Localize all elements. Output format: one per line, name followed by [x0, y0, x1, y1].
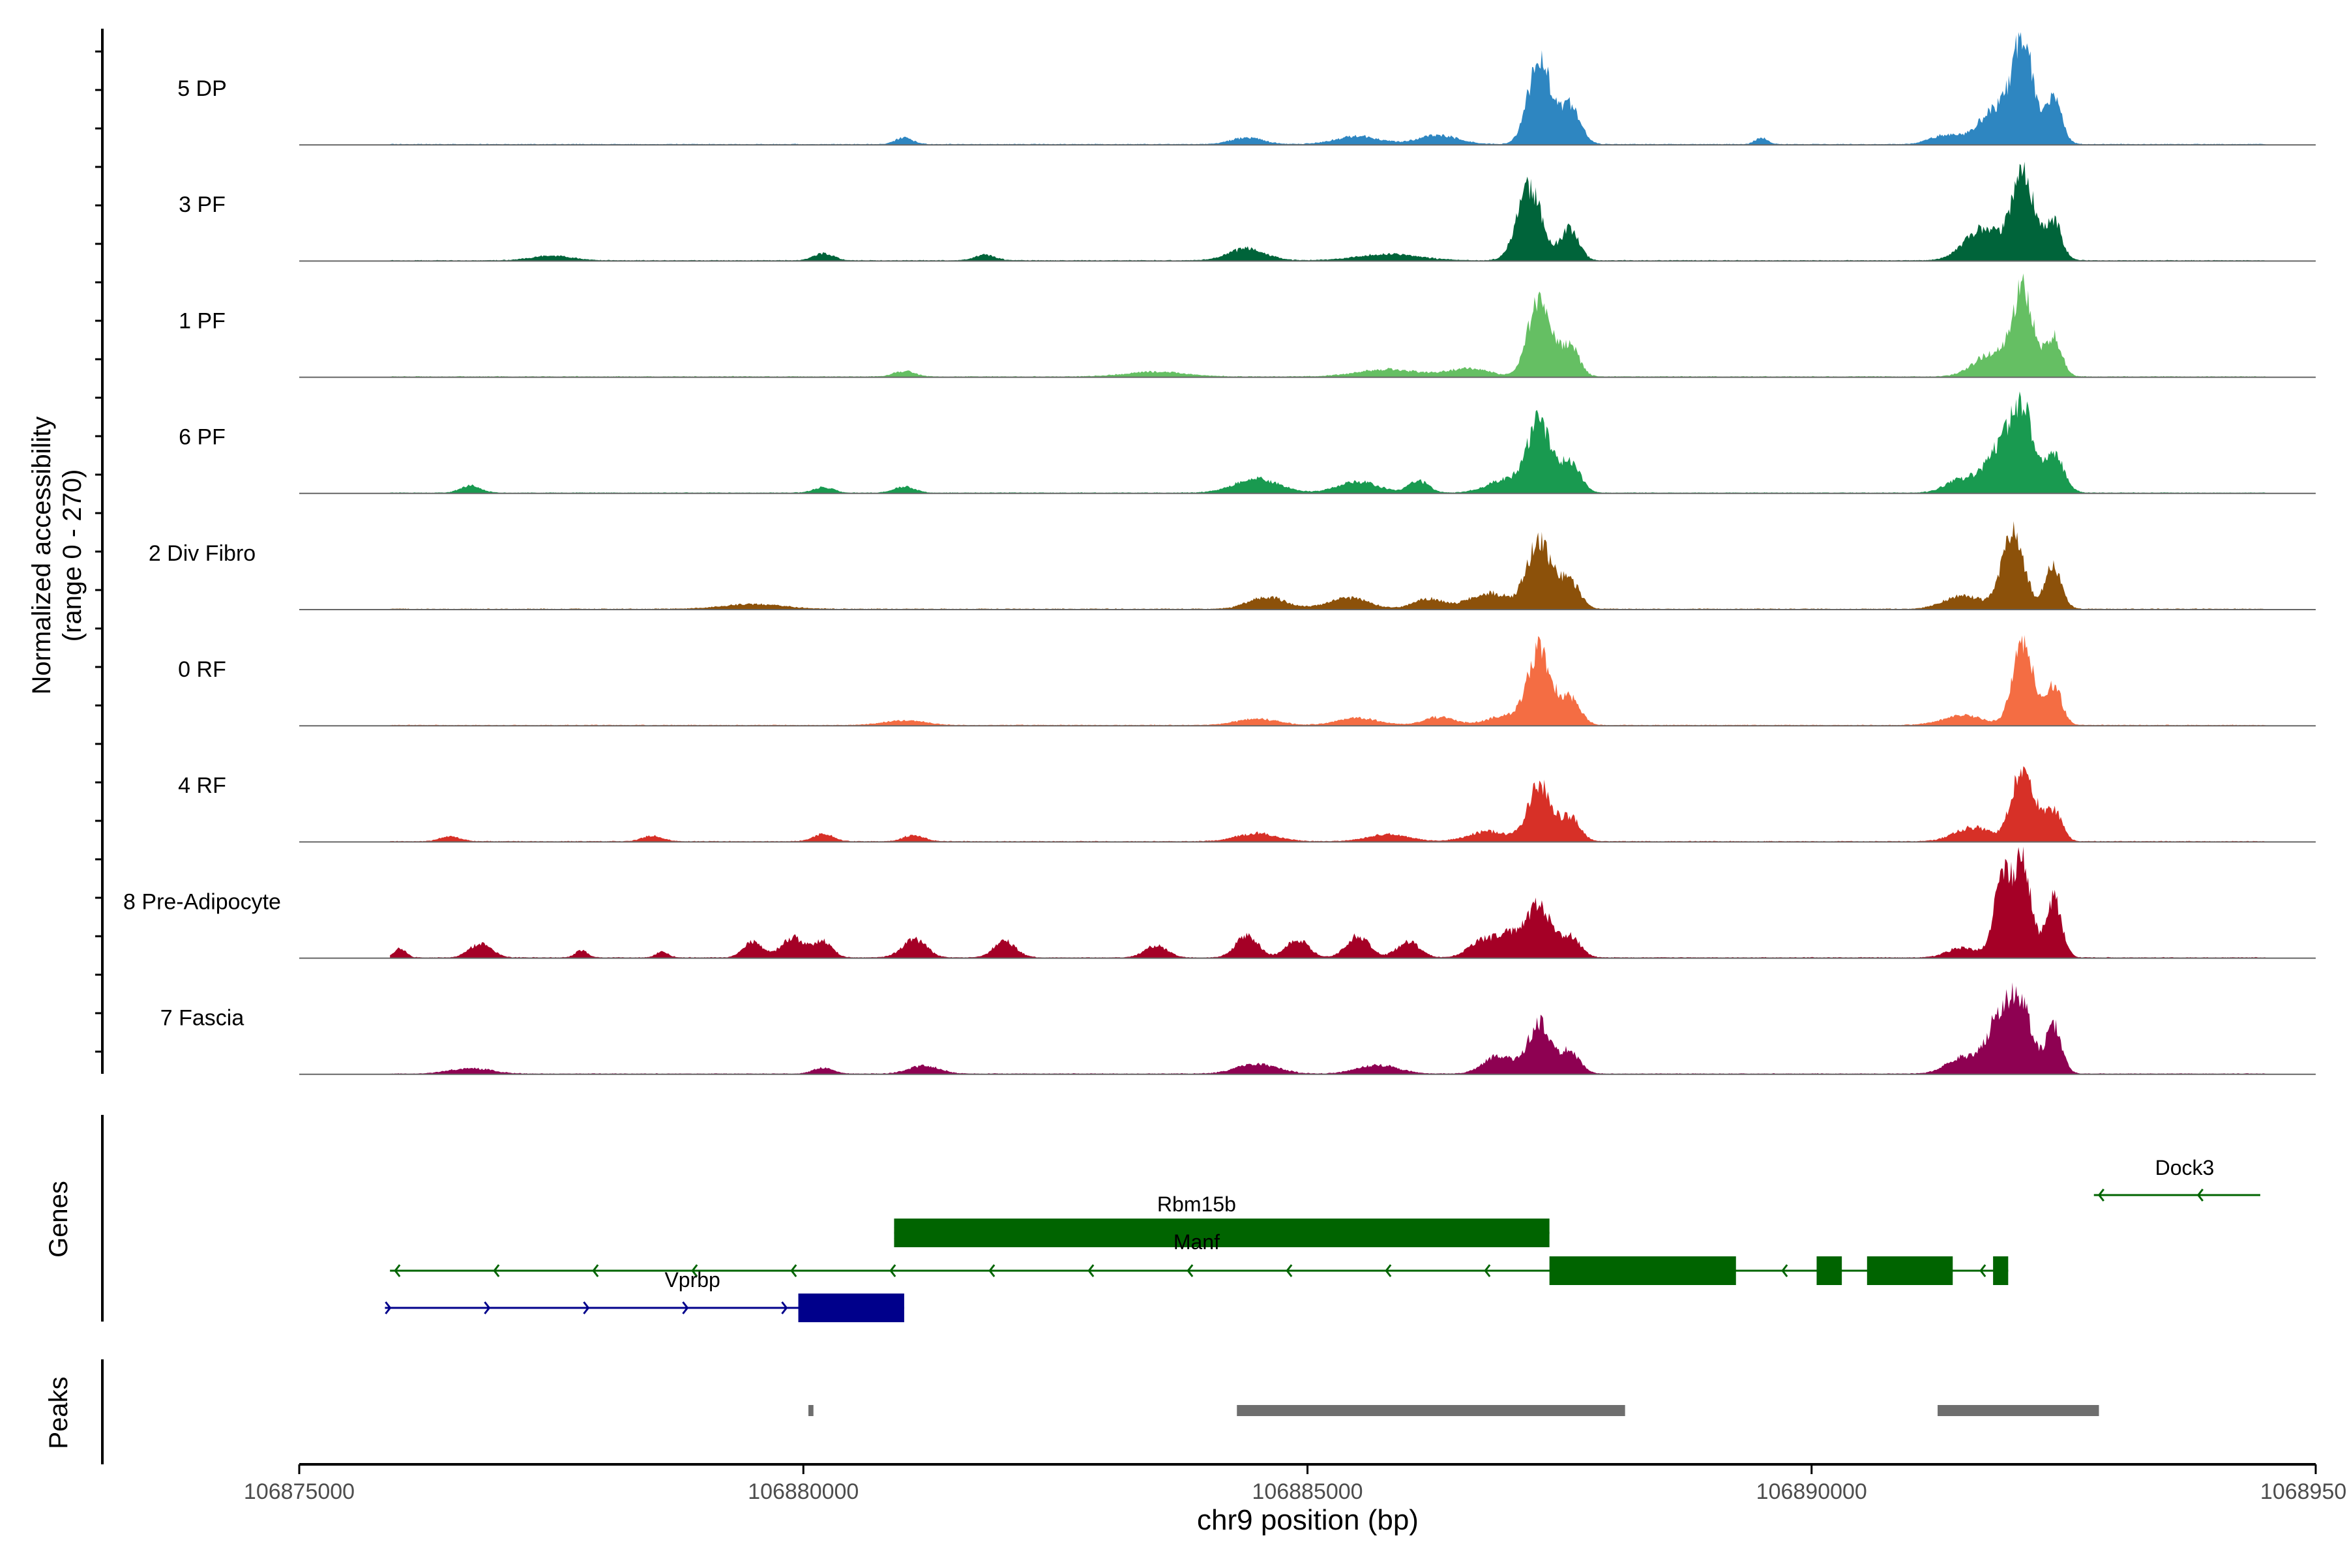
strand-arrow [394, 1264, 401, 1277]
strand-arrow [790, 1264, 797, 1277]
track-4-rf: 4 RF [178, 766, 2316, 843]
strand-arrow [889, 1264, 896, 1277]
peak-region [1938, 1405, 2099, 1416]
strand-arrow [493, 1264, 500, 1277]
x-axis-ticks: 106875000 106880000 106885000 106890000 1068… [244, 1464, 2347, 1504]
peaks-panel-label: Peaks [44, 1376, 73, 1449]
strand-arrow [385, 1301, 392, 1314]
gene-track: Dock3 Rbm15b Manf Vprbp [385, 1156, 2260, 1322]
strand-arrow [691, 1264, 698, 1277]
y-axis-ticks [95, 50, 102, 1053]
gene-label: Manf [1174, 1230, 1220, 1254]
track-label: 1 PF [179, 308, 226, 333]
gene-label: Dock3 [2155, 1156, 2215, 1179]
track-8-pre-adipocyte: 8 Pre-Adipocyte [123, 846, 2316, 959]
track-2-div-fibro: 2 Div Fibro [149, 521, 2316, 610]
gene-exon [1867, 1256, 1953, 1285]
x-tick-label: 106880000 [748, 1479, 859, 1504]
strand-arrow [2196, 1189, 2204, 1202]
strand-arrow [583, 1301, 590, 1314]
track-1-pf: 1 PF [179, 273, 2316, 378]
track-7-fascia: 7 Fascia [160, 982, 2316, 1075]
track-label: 7 Fascia [160, 1006, 244, 1031]
x-tick-label: 106885000 [1252, 1479, 1363, 1504]
gene-label: Rbm15b [1157, 1192, 1236, 1216]
track-label: 3 PF [179, 192, 226, 217]
gene-exon [1816, 1256, 1842, 1285]
track-5-dp: 5 DP [177, 32, 2316, 146]
track-label: 6 PF [179, 425, 226, 450]
strand-arrow [781, 1301, 788, 1314]
track-label: 8 Pre-Adipocyte [123, 889, 281, 914]
strand-arrow [1385, 1264, 1392, 1277]
track-label: 2 Div Fibro [149, 541, 256, 566]
track-6-pf: 6 PF [179, 391, 2316, 494]
strand-arrow [1979, 1264, 1986, 1277]
x-tick-label: 106875000 [244, 1479, 355, 1504]
strand-arrow [988, 1264, 996, 1277]
track-label: 0 RF [178, 657, 226, 682]
gene-label: Vprbp [664, 1268, 720, 1292]
peak-track [808, 1405, 2099, 1416]
track-label: 5 DP [177, 76, 227, 101]
gene-rbm15b: Rbm15b [894, 1192, 1550, 1247]
y-axis-label-line1: Normalized accessibility [27, 417, 56, 695]
strand-arrow [2097, 1189, 2104, 1202]
strand-arrow [1187, 1264, 1194, 1277]
x-axis-label: chr9 position (bp) [1197, 1504, 1419, 1536]
gene-vprbp: Vprbp [385, 1268, 904, 1322]
gene-exon [1549, 1256, 1736, 1285]
strand-arrow [1781, 1264, 1788, 1277]
track-0-rf: 0 RF [178, 635, 2316, 727]
gene-dock3: Dock3 [2093, 1156, 2260, 1202]
track-label: 4 RF [178, 773, 226, 798]
peak-region [808, 1405, 814, 1416]
gene-exon [894, 1219, 1550, 1247]
gene-exon [1993, 1256, 2009, 1285]
gene-manf: Manf [390, 1230, 2009, 1285]
strand-arrow [682, 1301, 689, 1314]
strand-arrow [484, 1301, 491, 1314]
genes-panel-label: Genes [44, 1181, 73, 1258]
strand-arrow [1286, 1264, 1293, 1277]
peak-region [1237, 1405, 1625, 1416]
strand-arrow [1087, 1264, 1095, 1277]
x-tick-label: 106895000 [2260, 1479, 2347, 1504]
strand-arrow [592, 1264, 599, 1277]
gene-exon [798, 1294, 904, 1322]
x-tick-label: 106890000 [1756, 1479, 1867, 1504]
strand-arrow [1484, 1264, 1491, 1277]
y-axis-label-line2: (range 0 - 270) [58, 469, 87, 642]
track-3-pf: 3 PF [179, 162, 2316, 262]
accessibility-tracks: 5 DP 3 PF 1 PF 6 PF 2 Div Fibro 0 RF 4 RF 8 Pre… [123, 32, 2316, 1075]
